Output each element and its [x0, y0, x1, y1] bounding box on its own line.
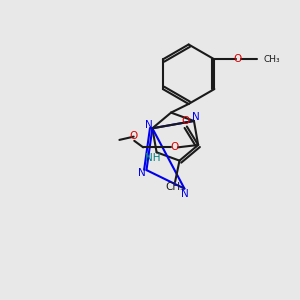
Text: CH₃: CH₃: [165, 182, 185, 192]
Text: N: N: [138, 168, 146, 178]
Text: O: O: [233, 54, 242, 64]
Text: O: O: [182, 116, 190, 127]
Text: NH: NH: [145, 153, 161, 163]
Text: CH₃: CH₃: [263, 55, 280, 64]
Text: O: O: [130, 131, 138, 141]
Text: N: N: [145, 120, 152, 130]
Text: N: N: [182, 189, 189, 199]
Text: N: N: [192, 112, 200, 122]
Text: O: O: [170, 142, 178, 152]
